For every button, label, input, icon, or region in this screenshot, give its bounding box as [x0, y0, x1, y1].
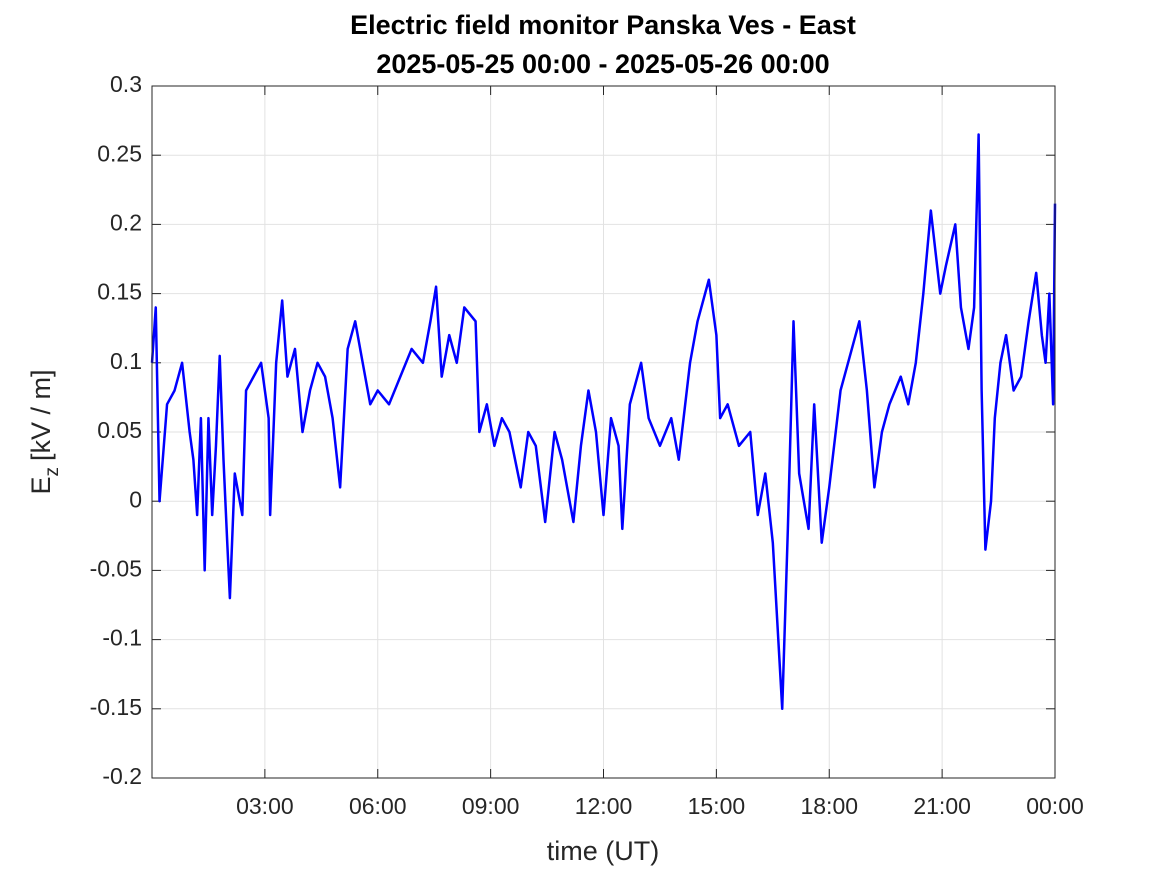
y-label-base: E: [26, 477, 56, 495]
x-tick-label: 09:00: [462, 793, 520, 819]
x-tick-label: 21:00: [913, 793, 971, 819]
y-tick-label: -0.15: [90, 694, 142, 720]
x-tick-label: 03:00: [236, 793, 294, 819]
y-tick-label: 0: [129, 486, 142, 512]
chart-title: Electric field monitor Panska Ves - East: [350, 10, 856, 40]
x-tick-label: 00:00: [1026, 793, 1084, 819]
y-label-unit: [kV / m]: [26, 369, 56, 461]
y-tick-label: -0.05: [90, 555, 142, 581]
x-tick-label: 15:00: [688, 793, 746, 819]
x-axis-label: time (UT): [547, 836, 659, 866]
y-tick-label: -0.2: [102, 763, 142, 789]
x-tick-label: 06:00: [349, 793, 407, 819]
y-tick-label: -0.1: [102, 625, 142, 651]
y-tick-label: 0.1: [110, 348, 142, 374]
y-tick-label: 0.3: [110, 71, 142, 97]
data-line: [150, 133, 1057, 711]
y-tick-label: 0.25: [97, 140, 142, 166]
y-axis-label: Ez [kV / m]: [26, 369, 63, 494]
x-tick-label: 18:00: [800, 793, 858, 819]
plot-frame: [151, 85, 1056, 779]
y-label-sub: z: [42, 467, 63, 477]
x-tick-label: 12:00: [575, 793, 633, 819]
y-tick-label: 0.15: [97, 279, 142, 305]
y-tick-label: 0.2: [110, 209, 142, 235]
chart-subtitle: 2025-05-25 00:00 - 2025-05-26 00:00: [376, 49, 829, 79]
y-tick-label: 0.05: [97, 417, 142, 443]
